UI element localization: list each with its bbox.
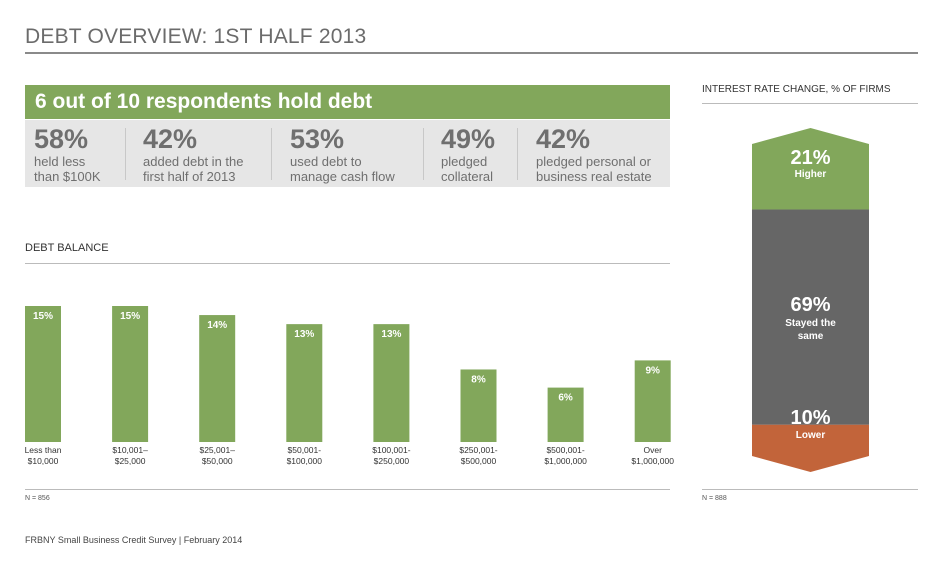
stat-pct: 42% (536, 124, 591, 154)
chart-bottom-rule (702, 489, 918, 490)
stat-desc-line1: pledged personal or (536, 154, 651, 169)
bar-value-label: 15% (33, 311, 53, 322)
stat-desc-line2: than $100K (34, 169, 101, 184)
bar (286, 324, 323, 442)
category-label: $250,001- (459, 445, 497, 455)
stat-added-debt: 42% added debt in the first half of 2013 (143, 124, 243, 184)
category-label: $1,000,000 (631, 456, 674, 466)
bar (199, 315, 236, 442)
headline-banner: 6 out of 10 respondents hold debt (25, 85, 670, 119)
headline-text: 6 out of 10 respondents hold debt (35, 90, 373, 113)
stat-real-estate: 42% pledged personal or business real es… (536, 124, 652, 184)
segment-value-label: 21% (790, 147, 830, 169)
segment-label: Lower (796, 430, 826, 441)
bar (547, 387, 584, 442)
segment-value-label: 69% (790, 294, 830, 316)
stat-desc-line1: held less (34, 154, 86, 169)
bar (25, 306, 61, 442)
bar (373, 324, 410, 442)
category-label: $50,001- (288, 445, 322, 455)
bar-value-label: 6% (558, 393, 573, 404)
bar-value-label: 14% (207, 320, 227, 331)
category-label: $1,000,000 (544, 456, 587, 466)
stat-divider (423, 128, 424, 180)
category-label: $25,000 (115, 456, 146, 466)
category-label: $500,001- (546, 445, 584, 455)
debt-balance-title: DEBT BALANCE (25, 242, 109, 254)
sample-size-note: N = 856 (25, 495, 50, 502)
stat-divider (125, 128, 126, 180)
stat-held-less: 58% held less than $100K (34, 124, 101, 184)
sample-size-note: N = 888 (702, 495, 727, 502)
stat-desc-line2: manage cash flow (290, 169, 395, 184)
category-label: $250,000 (374, 456, 410, 466)
footer-source: FRBNY Small Business Credit Survey | Feb… (25, 535, 243, 545)
bar-value-label: 15% (120, 311, 140, 322)
bar (460, 369, 497, 442)
stat-desc-line1: added debt in the (143, 154, 244, 169)
stat-collateral: 49% pledged collateral (441, 124, 495, 184)
category-label: $500,000 (461, 456, 497, 466)
category-label: $10,001– (112, 445, 148, 455)
stats-panel: 58% held less than $100K 42% added debt … (25, 120, 670, 187)
stat-desc-line2: business real estate (536, 169, 652, 184)
segment-label: Stayed the (785, 318, 836, 329)
stat-desc-line1: pledged (441, 154, 488, 169)
bar-value-label: 13% (294, 329, 314, 340)
stat-pct: 58% (34, 124, 89, 154)
bar (634, 360, 671, 442)
page-title: DEBT OVERVIEW: 1ST HALF 2013 (25, 25, 367, 48)
segment-label: same (798, 331, 824, 342)
category-label: $100,000 (287, 456, 323, 466)
bar-value-label: 9% (645, 365, 660, 376)
segment-value-label: 10% (790, 407, 830, 429)
category-label: $10,000 (28, 456, 59, 466)
category-label: $25,001– (199, 445, 235, 455)
debt-balance-rule (25, 263, 670, 264)
bar-value-label: 13% (381, 329, 401, 340)
bar-value-label: 8% (471, 374, 486, 385)
category-label: Less than (25, 445, 62, 455)
arrow-segment-same (752, 209, 869, 425)
chart-bottom-rule (25, 489, 670, 490)
stat-desc-line1: used debt to (290, 154, 362, 169)
interest-rate-rule (702, 103, 918, 104)
interest-rate-title: INTEREST RATE CHANGE, % OF FIRMS (702, 84, 891, 95)
bar (112, 306, 149, 442)
stat-pct: 42% (143, 124, 198, 154)
stat-divider (271, 128, 272, 180)
stat-cash-flow: 53% used debt to manage cash flow (290, 124, 395, 184)
arrow-segment-higher (752, 128, 869, 210)
stat-divider (517, 128, 518, 180)
stat-desc-line2: collateral (441, 169, 494, 184)
category-label: Over (643, 445, 662, 455)
stat-desc-line2: first half of 2013 (143, 169, 236, 184)
segment-label: Higher (795, 169, 827, 180)
stat-pct: 53% (290, 124, 345, 154)
debt-balance-chart: 15% Less than$10,000 15% $10,001–$25,000 14%… (25, 306, 674, 466)
interest-rate-chart: 21%Higher 69% Stayed the same 10%Lower (752, 128, 869, 472)
title-rule (25, 52, 918, 54)
stat-pct: 49% (441, 124, 496, 154)
arrow-segment-lower (752, 424, 869, 472)
category-label: $100,001- (372, 445, 410, 455)
category-label: $50,000 (202, 456, 233, 466)
